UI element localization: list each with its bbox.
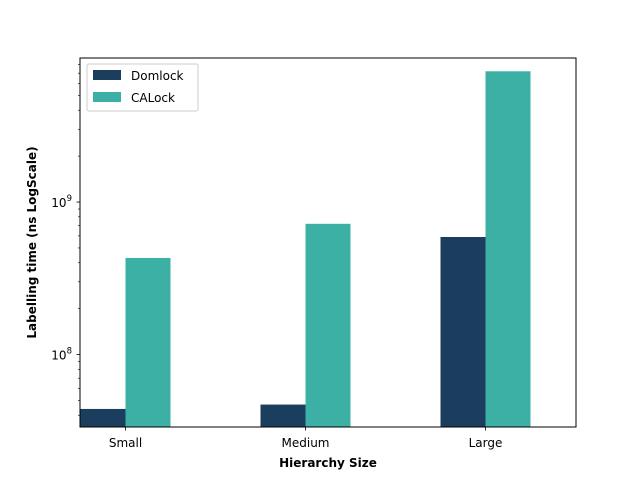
- bars: [80, 71, 531, 427]
- y-axis-label: Labelling time (ns LogScale): [25, 146, 39, 338]
- y-tick-label: 108: [51, 347, 72, 363]
- legend-label-calock: CALock: [131, 91, 175, 105]
- x-ticks: Small Medium Large: [109, 427, 503, 450]
- bar-calock-small: [125, 257, 171, 427]
- x-tick-label: Large: [469, 436, 503, 450]
- legend-label-domlock: Domlock: [131, 69, 184, 83]
- x-tick-label: Medium: [282, 436, 330, 450]
- legend-swatch-calock: [93, 92, 121, 102]
- bar-domlock-large: [440, 236, 486, 427]
- x-tick-label: Small: [109, 436, 142, 450]
- legend-swatch-domlock: [93, 70, 121, 80]
- bar-domlock-small: [80, 408, 126, 427]
- legend: Domlock CALock: [86, 63, 199, 112]
- plot-frame: [79, 57, 577, 428]
- bar-calock-medium: [305, 223, 351, 427]
- bar-domlock-medium: [260, 404, 306, 427]
- y-tick-label: 109: [51, 194, 72, 210]
- y-ticks: 108 109: [51, 194, 80, 363]
- bar-calock-large: [485, 71, 531, 427]
- x-axis-label: Hierarchy Size: [279, 456, 377, 470]
